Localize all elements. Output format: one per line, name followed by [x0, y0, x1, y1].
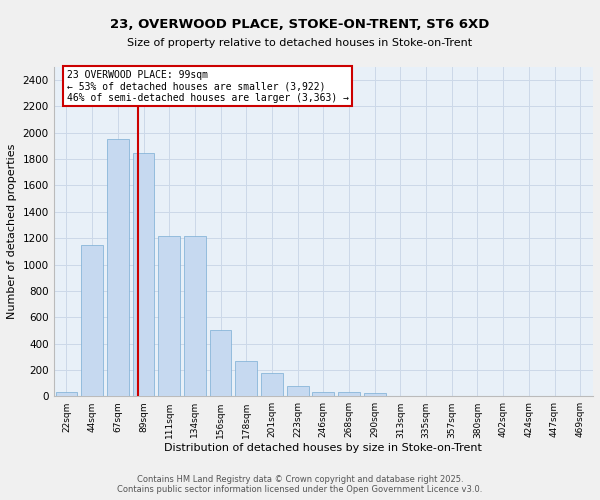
Bar: [133, 152, 154, 396]
Bar: [287, 386, 308, 396]
Text: 23 OVERWOOD PLACE: 99sqm
← 53% of detached houses are smaller (3,922)
46% of sem: 23 OVERWOOD PLACE: 99sqm ← 53% of detach…: [67, 70, 349, 103]
Bar: [184, 236, 206, 396]
Bar: [209, 330, 232, 396]
Y-axis label: Number of detached properties: Number of detached properties: [7, 144, 17, 320]
Bar: [313, 392, 334, 396]
Bar: [338, 392, 360, 396]
Text: Contains public sector information licensed under the Open Government Licence v3: Contains public sector information licen…: [118, 485, 482, 494]
Bar: [235, 360, 257, 396]
Bar: [158, 236, 180, 396]
Bar: [364, 393, 386, 396]
Bar: [107, 140, 129, 396]
Bar: [261, 373, 283, 396]
X-axis label: Distribution of detached houses by size in Stoke-on-Trent: Distribution of detached houses by size …: [164, 443, 482, 453]
Text: Contains HM Land Registry data © Crown copyright and database right 2025.: Contains HM Land Registry data © Crown c…: [137, 475, 463, 484]
Text: 23, OVERWOOD PLACE, STOKE-ON-TRENT, ST6 6XD: 23, OVERWOOD PLACE, STOKE-ON-TRENT, ST6 …: [110, 18, 490, 30]
Text: Size of property relative to detached houses in Stoke-on-Trent: Size of property relative to detached ho…: [127, 38, 473, 48]
Bar: [81, 245, 103, 396]
Bar: [56, 392, 77, 396]
